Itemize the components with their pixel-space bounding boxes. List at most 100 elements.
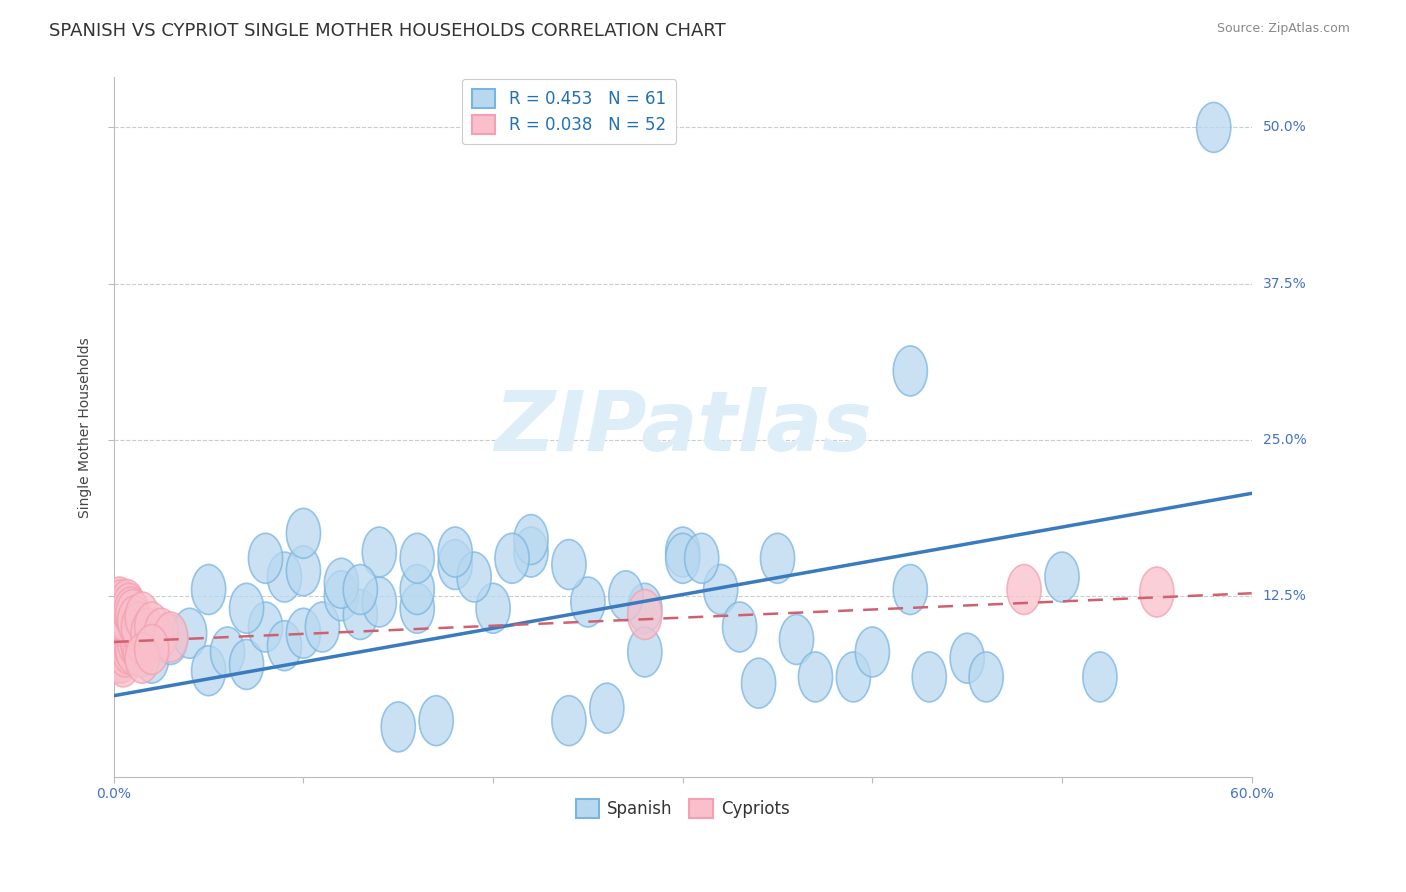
Ellipse shape [627,590,662,640]
Ellipse shape [439,527,472,577]
Ellipse shape [685,533,718,583]
Ellipse shape [110,580,145,630]
Ellipse shape [112,612,146,662]
Ellipse shape [108,612,142,662]
Ellipse shape [125,615,159,665]
Ellipse shape [267,621,301,671]
Text: 25.0%: 25.0% [1263,433,1306,447]
Ellipse shape [609,571,643,621]
Text: SPANISH VS CYPRIOT SINGLE MOTHER HOUSEHOLDS CORRELATION CHART: SPANISH VS CYPRIOT SINGLE MOTHER HOUSEHO… [49,22,725,40]
Ellipse shape [98,605,132,655]
Ellipse shape [363,577,396,627]
Ellipse shape [249,602,283,652]
Ellipse shape [723,602,756,652]
Ellipse shape [103,577,136,627]
Ellipse shape [112,624,146,674]
Ellipse shape [799,652,832,702]
Ellipse shape [325,571,359,621]
Ellipse shape [118,596,152,646]
Ellipse shape [893,346,928,396]
Ellipse shape [103,633,136,683]
Ellipse shape [135,602,169,652]
Ellipse shape [287,546,321,596]
Ellipse shape [110,617,145,667]
Text: ZIPatlas: ZIPatlas [494,386,872,467]
Ellipse shape [153,612,188,662]
Ellipse shape [969,652,1004,702]
Ellipse shape [103,602,136,652]
Ellipse shape [779,615,814,665]
Ellipse shape [477,583,510,633]
Ellipse shape [1045,552,1078,602]
Ellipse shape [125,621,159,671]
Ellipse shape [1140,567,1174,617]
Ellipse shape [135,624,169,674]
Legend: Spanish, Cypriots: Spanish, Cypriots [569,792,797,824]
Ellipse shape [153,615,188,665]
Ellipse shape [229,583,263,633]
Ellipse shape [665,527,700,577]
Ellipse shape [515,527,548,577]
Ellipse shape [627,627,662,677]
Ellipse shape [100,583,135,633]
Ellipse shape [325,558,359,608]
Text: 12.5%: 12.5% [1263,589,1306,603]
Ellipse shape [1007,565,1042,615]
Ellipse shape [457,552,491,602]
Ellipse shape [100,596,135,646]
Ellipse shape [112,583,146,633]
Ellipse shape [145,608,179,658]
Ellipse shape [627,583,662,633]
Ellipse shape [103,617,136,667]
Ellipse shape [287,508,321,558]
Ellipse shape [104,633,138,683]
Ellipse shape [173,608,207,658]
Ellipse shape [665,533,700,583]
Text: 37.5%: 37.5% [1263,277,1306,291]
Ellipse shape [107,602,141,652]
Ellipse shape [191,646,226,696]
Ellipse shape [950,633,984,683]
Ellipse shape [131,608,165,658]
Ellipse shape [107,637,141,687]
Ellipse shape [515,515,548,565]
Ellipse shape [114,587,148,637]
Ellipse shape [115,624,150,674]
Ellipse shape [104,608,138,658]
Ellipse shape [100,633,135,683]
Ellipse shape [118,617,152,667]
Ellipse shape [229,640,263,690]
Ellipse shape [401,533,434,583]
Ellipse shape [125,592,159,642]
Ellipse shape [115,590,150,640]
Ellipse shape [343,590,377,640]
Ellipse shape [135,633,169,683]
Ellipse shape [108,596,142,646]
Ellipse shape [305,602,339,652]
Ellipse shape [855,627,890,677]
Ellipse shape [1197,103,1230,153]
Ellipse shape [249,533,283,583]
Ellipse shape [108,627,142,677]
Ellipse shape [100,615,135,665]
Ellipse shape [121,621,156,671]
Ellipse shape [571,577,605,627]
Ellipse shape [343,565,377,615]
Ellipse shape [110,605,145,655]
Ellipse shape [124,627,157,677]
Ellipse shape [741,658,776,708]
Ellipse shape [98,590,132,640]
Ellipse shape [761,533,794,583]
Ellipse shape [703,565,738,615]
Ellipse shape [401,583,434,633]
Ellipse shape [589,683,624,733]
Ellipse shape [125,633,159,683]
Ellipse shape [108,592,142,642]
Text: 50.0%: 50.0% [1263,120,1306,135]
Ellipse shape [837,652,870,702]
Ellipse shape [553,540,586,590]
Ellipse shape [120,612,153,662]
Ellipse shape [98,624,132,674]
Ellipse shape [419,696,453,746]
Ellipse shape [267,552,301,602]
